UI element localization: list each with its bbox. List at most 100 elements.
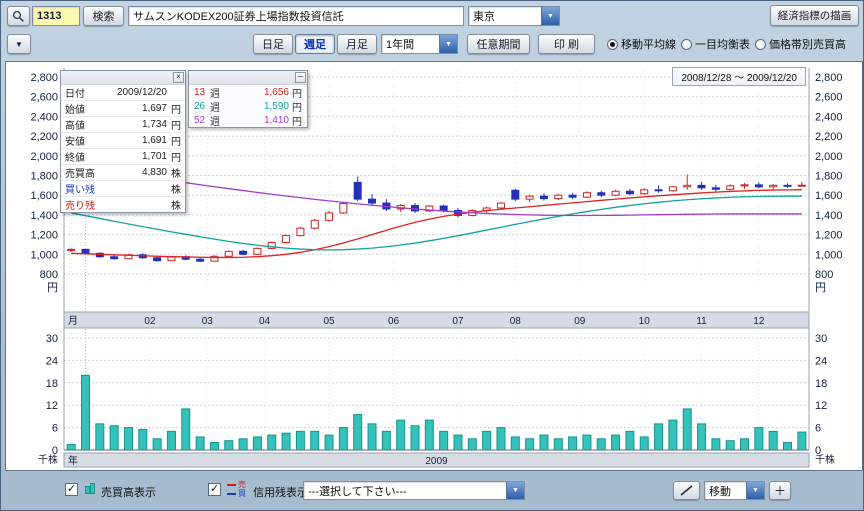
svg-text:年: 年 <box>68 454 78 467</box>
range-dropdown-value: 1年間 <box>386 39 415 51</box>
legend-row-ma13: 13 週 1,656 円 <box>194 86 302 100</box>
svg-text:2,200: 2,200 <box>815 131 843 143</box>
tool-mode-value: 移動 <box>709 485 731 498</box>
svg-text:2,800: 2,800 <box>815 72 843 84</box>
svg-text:800: 800 <box>40 269 58 281</box>
info-row-margin-buy: 買い残株 <box>61 181 185 197</box>
svg-text:03: 03 <box>202 316 214 327</box>
date-range-label: 2008/12/28 ～ 2009/12/20 <box>672 67 806 86</box>
svg-text:24: 24 <box>46 355 58 367</box>
legend-row-ma26: 26 週 1,590 円 <box>194 100 302 114</box>
info-box-header[interactable]: × <box>61 71 185 85</box>
svg-text:11: 11 <box>696 316 707 327</box>
zoom-in-button[interactable]: ＋ <box>769 481 791 500</box>
search-icon-button[interactable] <box>7 6 30 26</box>
svg-text:1,600: 1,600 <box>815 190 843 202</box>
radio-moving-average[interactable]: 移動平均線 <box>607 36 676 52</box>
radio-volume-by-price[interactable]: 価格帯別売買高 <box>755 36 846 52</box>
svg-text:06: 06 <box>388 316 400 327</box>
radio-ichimoku[interactable]: 一目均衡表 <box>681 36 750 52</box>
svg-text:1,800: 1,800 <box>30 171 58 183</box>
preset-dropdown-button[interactable]: ▼ <box>7 34 31 54</box>
legend-box-header[interactable]: ─ <box>189 71 307 85</box>
radio-off-icon <box>681 38 692 50</box>
print-button[interactable]: 印 刷 <box>538 34 595 54</box>
info-row-open: 始値 1,697 円 <box>61 101 185 117</box>
svg-text:1,000: 1,000 <box>30 249 58 261</box>
trendline-tool-button[interactable] <box>673 481 700 500</box>
svg-text:2,200: 2,200 <box>30 131 58 143</box>
search-button[interactable]: 検索 <box>83 6 124 26</box>
tool-mode-dropdown[interactable]: 移動 ▼ <box>704 481 765 500</box>
svg-text:円: 円 <box>815 282 826 294</box>
svg-text:2,400: 2,400 <box>815 111 843 123</box>
chevron-down-icon[interactable]: ▼ <box>746 482 764 499</box>
margin-legend-icon: 売 買 <box>227 481 246 498</box>
svg-text:12: 12 <box>815 400 827 412</box>
chevron-down-icon[interactable]: ▼ <box>541 7 559 25</box>
radio-off-icon <box>755 38 766 50</box>
overlay-radio-group: 移動平均線 一目均衡表 価格帯別売買高 <box>607 34 846 54</box>
svg-text:02: 02 <box>144 316 156 327</box>
svg-text:12: 12 <box>46 400 58 412</box>
svg-text:2,600: 2,600 <box>815 92 843 104</box>
svg-text:30: 30 <box>46 333 58 345</box>
custom-range-button[interactable]: 任意期間 <box>467 34 530 54</box>
close-icon[interactable]: × <box>173 72 184 83</box>
svg-text:30: 30 <box>815 333 827 345</box>
indicator-select-dropdown[interactable]: ---選択して下さい--- ▼ <box>303 481 525 500</box>
indicator-select-value: ---選択して下さい--- <box>308 485 407 498</box>
svg-text:円: 円 <box>47 282 58 294</box>
daily-button[interactable]: 日足 <box>253 34 293 54</box>
market-dropdown[interactable]: 東京 ▼ <box>468 6 560 26</box>
svg-text:1,800: 1,800 <box>815 171 843 183</box>
volume-display-checkbox[interactable]: ✓ <box>65 483 78 496</box>
margin-display-checkbox[interactable]: ✓ <box>208 483 221 496</box>
svg-text:1,400: 1,400 <box>30 210 58 222</box>
svg-text:24: 24 <box>815 355 827 367</box>
svg-text:月: 月 <box>68 315 78 327</box>
range-dropdown[interactable]: 1年間 ▼ <box>381 34 458 54</box>
price-volume-chart[interactable]: 800 800 1,000 1,000 1,200 1,200 1,400 1,400 1,60… <box>6 62 862 470</box>
svg-text:05: 05 <box>323 316 335 327</box>
minimize-icon[interactable]: ─ <box>295 72 306 83</box>
svg-text:800: 800 <box>815 269 833 281</box>
svg-text:09: 09 <box>574 316 586 327</box>
svg-text:1,000: 1,000 <box>815 249 843 261</box>
svg-text:04: 04 <box>259 316 271 327</box>
svg-text:12: 12 <box>753 316 765 327</box>
svg-text:2,000: 2,000 <box>815 151 843 163</box>
svg-text:0: 0 <box>52 445 58 457</box>
chevron-down-icon[interactable]: ▼ <box>439 35 457 53</box>
info-row-close: 終値 1,701 円 <box>61 149 185 165</box>
margin-display-label: 信用残表示 <box>253 487 308 499</box>
svg-text:2009: 2009 <box>425 456 448 467</box>
search-icon <box>12 10 24 22</box>
monthly-button[interactable]: 月足 <box>337 34 377 54</box>
chart-panel: 800 800 1,000 1,000 1,200 1,200 1,400 1,400 1,60… <box>5 61 863 471</box>
stock-code-input[interactable] <box>32 6 80 26</box>
svg-text:18: 18 <box>46 378 58 390</box>
svg-text:1,200: 1,200 <box>815 230 843 242</box>
svg-text:2,400: 2,400 <box>30 111 58 123</box>
svg-text:0: 0 <box>815 445 821 457</box>
ma-legend-box: ─ 13 週 1,656 円 26 週 1,590 円 52 週 1,410 円 <box>188 70 308 128</box>
svg-text:07: 07 <box>452 316 464 327</box>
svg-text:2,600: 2,600 <box>30 92 58 104</box>
chevron-down-icon[interactable]: ▼ <box>506 482 524 499</box>
info-row-volume: 売買高 4,830 株 <box>61 165 185 181</box>
volume-legend-icon <box>85 483 96 494</box>
svg-text:6: 6 <box>815 423 821 435</box>
svg-text:08: 08 <box>510 316 522 327</box>
economic-indicator-button[interactable]: 経済指標の描画 <box>770 5 859 26</box>
svg-text:2,800: 2,800 <box>30 72 58 84</box>
svg-text:18: 18 <box>815 378 827 390</box>
stock-name-input[interactable] <box>128 6 464 26</box>
svg-text:千株: 千株 <box>815 453 835 466</box>
svg-text:1,600: 1,600 <box>30 190 58 202</box>
svg-text:2,000: 2,000 <box>30 151 58 163</box>
svg-text:1,200: 1,200 <box>30 230 58 242</box>
weekly-button[interactable]: 週足 <box>295 34 335 54</box>
info-row-low: 安値 1,691 円 <box>61 133 185 149</box>
